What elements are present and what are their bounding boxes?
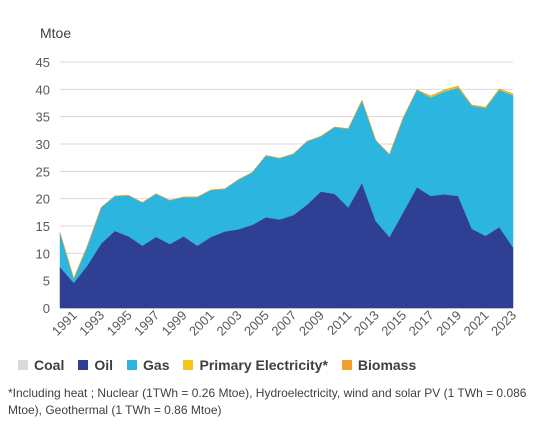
legend-swatch <box>341 360 352 370</box>
legend-label: Gas <box>143 357 170 373</box>
x-tick-label: 2017 <box>406 308 437 339</box>
legend-item: Gas <box>127 357 169 373</box>
x-tick-label: 2021 <box>461 308 492 339</box>
legend-swatch <box>78 360 89 370</box>
legend-label: Oil <box>94 357 114 373</box>
x-tick-label: 2015 <box>378 308 409 339</box>
y-tick-label: 35 <box>36 110 50 125</box>
footnote: *Including heat ; Nuclear (1TWh = 0.26 M… <box>8 386 527 417</box>
x-tick-label: 2001 <box>186 308 217 339</box>
x-tick-label: 1999 <box>159 308 190 339</box>
legend-item: Biomass <box>341 357 417 373</box>
y-tick-label: 25 <box>36 164 50 179</box>
y-tick-label: 5 <box>43 274 50 289</box>
x-tick-label: 2003 <box>214 308 245 339</box>
y-axis-ticks: 0 5 10 15 20 25 30 35 40 45 <box>36 55 50 316</box>
y-tick-label: 40 <box>36 82 50 97</box>
legend-label: Primary Electricity* <box>199 357 328 373</box>
x-axis-ticks: 1991199319951997199920012003200520072009… <box>49 308 519 339</box>
legend-label: Coal <box>34 357 65 373</box>
x-tick-label: 2019 <box>433 308 464 339</box>
legend-label: Biomass <box>357 357 417 373</box>
area-series <box>59 85 514 309</box>
x-tick-label: 2011 <box>324 308 354 338</box>
area-biomass <box>59 85 514 280</box>
legend-swatch <box>127 360 138 370</box>
y-axis-unit-label: Mtoe <box>40 25 71 41</box>
x-tick-label: 2009 <box>296 308 327 339</box>
y-tick-label: 15 <box>36 219 50 234</box>
x-tick-label: 2023 <box>488 308 519 339</box>
y-tick-label: 45 <box>36 55 50 70</box>
x-tick-label: 2005 <box>241 308 272 339</box>
stacked-area-chart: Mtoe 0 5 10 15 20 25 30 35 40 45 1991199319951997… <box>36 25 520 339</box>
y-tick-label: 30 <box>36 137 50 152</box>
x-tick-label: 1997 <box>131 308 162 339</box>
legend-item: Coal <box>18 357 64 373</box>
x-tick-label: 2007 <box>268 308 299 339</box>
legend-item: Oil <box>78 357 113 373</box>
y-tick-label: 0 <box>43 301 50 316</box>
x-tick-label: 1995 <box>104 308 135 339</box>
legend-swatch <box>183 360 194 370</box>
legend-item: Primary Electricity* <box>183 357 328 373</box>
x-tick-label: 1991 <box>49 308 80 339</box>
y-tick-label: 20 <box>36 192 50 207</box>
x-tick-label: 2013 <box>351 308 382 339</box>
x-tick-label: 1993 <box>76 308 107 339</box>
legend: Coal Oil Gas Primary Electricity* Biomass <box>18 357 430 373</box>
y-tick-label: 10 <box>36 246 50 261</box>
legend-swatch <box>18 360 28 370</box>
